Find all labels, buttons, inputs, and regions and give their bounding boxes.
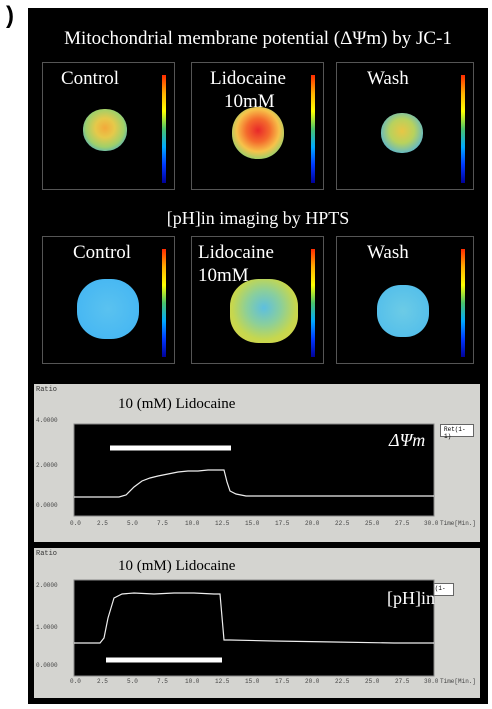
x-tick: 15.0 — [245, 520, 260, 527]
cell-image — [83, 109, 127, 151]
tile-label: Wash — [367, 68, 409, 89]
ph-trace-graph: Ratio 10 (mM) Lidocaine 2.0000 1.0000 0.… — [34, 548, 480, 698]
jc1-control-image: Control — [42, 62, 175, 190]
x-tick: 20.0 — [305, 678, 320, 685]
x-tick: 10.0 — [185, 520, 200, 527]
hpts-control-image: Control — [42, 236, 175, 364]
hpts-lidocaine-image: Lidocaine 10mM — [191, 236, 324, 364]
x-tick: 27.5 — [395, 678, 410, 685]
y-axis-label: Ratio — [36, 550, 58, 558]
tile-label: Wash — [367, 242, 409, 263]
x-tick: 7.5 — [157, 678, 168, 685]
tile-label: Control — [61, 68, 120, 89]
x-tick: 0.0 — [70, 678, 81, 685]
cell-image — [77, 279, 139, 339]
jc1-lidocaine-image: Lidocaine 10mM — [191, 62, 324, 190]
trace-plot — [73, 423, 435, 517]
colorbar — [162, 75, 166, 183]
x-tick: 2.5 — [97, 678, 108, 685]
x-tick: 15.0 — [245, 678, 260, 685]
x-tick: 7.5 — [157, 520, 168, 527]
x-tick: 20.0 — [305, 520, 320, 527]
tile-label-concentration: 10mM — [198, 265, 249, 286]
x-tick: 22.5 — [335, 678, 350, 685]
graph-title: 10 (mM) Lidocaine — [118, 558, 236, 574]
y-tick: 4.0000 — [36, 417, 58, 424]
y-tick: 2.0000 — [36, 582, 58, 589]
x-tick: 10.0 — [185, 678, 200, 685]
x-tick: 12.5 — [215, 520, 230, 527]
colorbar — [311, 75, 315, 183]
cell-image — [230, 279, 298, 343]
y-tick: 1.0000 — [36, 624, 58, 631]
legend: Ret(1-1) — [440, 424, 474, 440]
colorbar — [162, 249, 166, 357]
ratio-trace — [74, 469, 434, 498]
membrane-potential-symbol: ΔΨm — [389, 430, 426, 450]
x-tick: 17.5 — [275, 678, 290, 685]
y-tick: 2.0000 — [36, 462, 58, 469]
x-axis-unit: Time[Min.] — [440, 678, 477, 685]
panel-letter: ) — [6, 2, 14, 29]
tile-label: Control — [73, 242, 132, 263]
x-tick: 25.0 — [365, 678, 380, 685]
x-tick: 22.5 — [335, 520, 350, 527]
y-tick: 0.0000 — [36, 662, 58, 669]
ratio-trace — [74, 592, 434, 644]
cell-image — [232, 107, 284, 159]
x-tick: 30.0 — [424, 520, 439, 527]
graph-title: 10 (mM) Lidocaine — [118, 396, 236, 412]
figure-panel: Mitochondrial membrane potential (ΔΨm) b… — [28, 8, 488, 704]
colorbar — [311, 249, 315, 357]
hpts-wash-image: Wash — [336, 236, 474, 364]
x-tick: 12.5 — [215, 678, 230, 685]
y-tick: 0.0000 — [36, 502, 58, 509]
tile-label-concentration: 10mM — [224, 91, 275, 112]
cell-image — [381, 113, 423, 153]
membrane-potential-trace-graph: Ratio 10 (mM) Lidocaine 4.0000 2.0000 0.… — [34, 384, 480, 542]
colorbar — [461, 249, 465, 357]
hpts-title: [pH]in imaging by HPTS — [166, 208, 350, 228]
x-tick: 30.0 — [424, 678, 439, 685]
jc1-wash-image: Wash — [336, 62, 474, 190]
x-tick: 2.5 — [97, 520, 108, 527]
x-tick: 25.0 — [365, 520, 380, 527]
cell-image — [377, 285, 429, 337]
x-tick: 5.0 — [127, 520, 138, 527]
tile-label: Lidocaine — [198, 242, 274, 263]
x-tick: 5.0 — [127, 678, 138, 685]
tile-label: Lidocaine — [210, 68, 286, 89]
x-tick: 17.5 — [275, 520, 290, 527]
colorbar — [461, 75, 465, 183]
trace-plot — [73, 579, 435, 677]
y-axis-label: Ratio — [36, 386, 58, 394]
jc1-title: Mitochondrial membrane potential (ΔΨm) b… — [64, 28, 452, 49]
x-axis-unit: Time[Min.] — [440, 520, 477, 527]
x-tick: 27.5 — [395, 520, 410, 527]
plot-area — [73, 423, 435, 517]
x-tick: 0.0 — [70, 520, 81, 527]
ph-symbol: [pH]in — [387, 588, 435, 608]
